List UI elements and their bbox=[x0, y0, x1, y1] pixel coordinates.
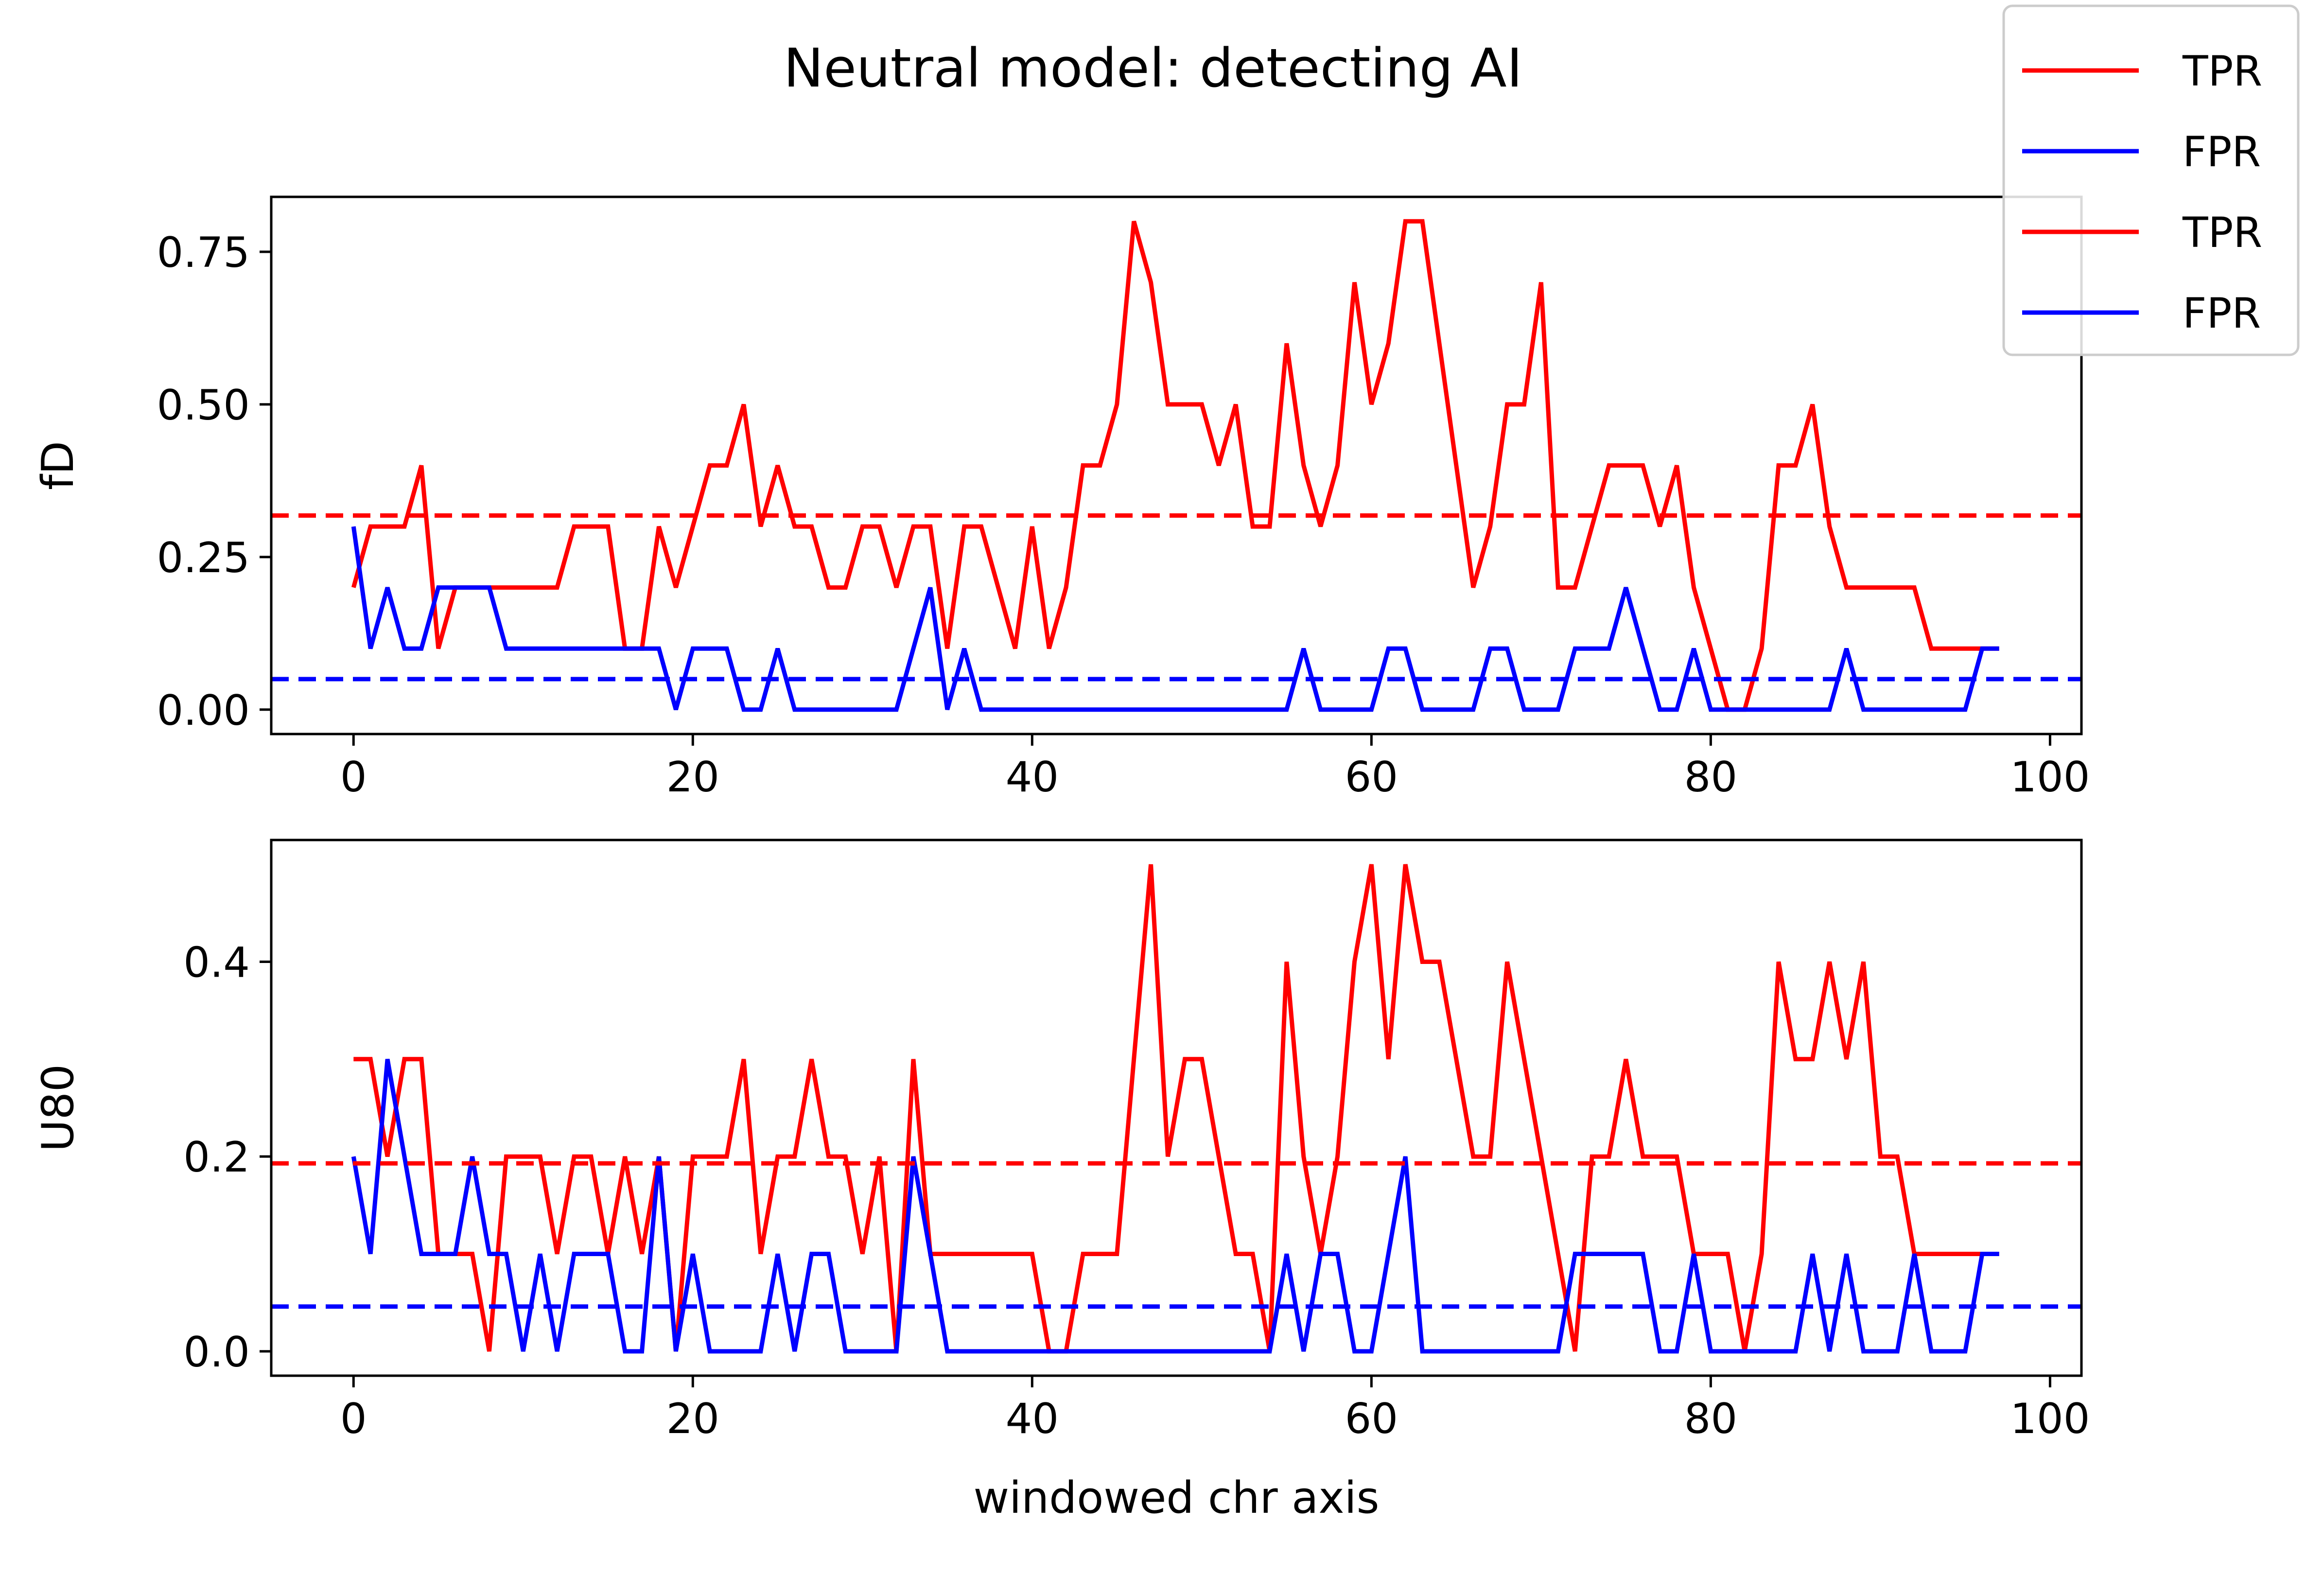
fd-x-tick-label: 40 bbox=[1006, 753, 1059, 802]
fd-y-tick-label: 0.25 bbox=[157, 534, 250, 582]
u80-y-tick-label: 0.2 bbox=[183, 1133, 250, 1182]
u80-y-tick-label: 0.4 bbox=[183, 938, 250, 987]
u80-x-tick-label: 80 bbox=[1684, 1395, 1737, 1443]
fd-fpr-line bbox=[351, 526, 1999, 712]
u80-x-tick-label: 100 bbox=[2010, 1395, 2090, 1443]
fd-x-tick-label: 20 bbox=[666, 753, 719, 802]
legend-frame bbox=[2002, 4, 2300, 356]
fd-ticks: 0 20 40 60 80 100 0.00 0.25 0.50 0.75 bbox=[157, 228, 2090, 802]
fd-axes-frame bbox=[270, 195, 2083, 735]
legend: TPR FPR TPR FPR bbox=[2002, 4, 2300, 356]
legend-entries: TPR FPR TPR FPR bbox=[2022, 47, 2262, 338]
fd-x-tick-label: 80 bbox=[1684, 753, 1737, 802]
legend-label: FPR bbox=[2183, 128, 2261, 176]
u80-panel: 0 20 40 60 80 100 0.0 0.2 0.4 U80 windowed chr a… bbox=[33, 839, 2090, 1523]
u80-tpr-line bbox=[353, 864, 1999, 1354]
u80-x-tick-label: 0 bbox=[340, 1395, 367, 1443]
u80-x-tick-label: 60 bbox=[1345, 1395, 1398, 1443]
fd-panel: 0 20 40 60 80 100 0.00 0.25 0.50 0.75 fD bbox=[33, 195, 2090, 802]
fd-y-tick-label: 0.50 bbox=[157, 381, 250, 430]
fd-plot-area bbox=[271, 219, 2081, 712]
u80-x-tick-label: 20 bbox=[666, 1395, 719, 1443]
u80-y-tick-label: 0.0 bbox=[183, 1328, 250, 1377]
fd-y-tick-label: 0.75 bbox=[157, 228, 250, 277]
fd-x-tick-label: 60 bbox=[1345, 753, 1398, 802]
u80-fpr-line bbox=[351, 1059, 1999, 1354]
u80-ticks: 0 20 40 60 80 100 0.0 0.2 0.4 bbox=[183, 938, 2090, 1443]
fd-y-axis-label: fD bbox=[33, 441, 84, 490]
figure-title: Neutral model: detecting AI bbox=[784, 37, 1522, 99]
u80-plot-area bbox=[271, 864, 2081, 1354]
fd-x-tick-label: 100 bbox=[2010, 753, 2090, 802]
legend-label: TPR bbox=[2182, 47, 2262, 96]
legend-label: FPR bbox=[2183, 289, 2261, 338]
u80-x-tick-label: 40 bbox=[1006, 1395, 1059, 1443]
x-axis-label: windowed chr axis bbox=[973, 1472, 1379, 1523]
u80-axes-frame bbox=[270, 839, 2083, 1377]
legend-label: TPR bbox=[2182, 209, 2262, 257]
u80-y-axis-label: U80 bbox=[33, 1064, 84, 1152]
fd-y-tick-label: 0.00 bbox=[157, 686, 250, 735]
fd-x-tick-label: 0 bbox=[340, 753, 367, 802]
